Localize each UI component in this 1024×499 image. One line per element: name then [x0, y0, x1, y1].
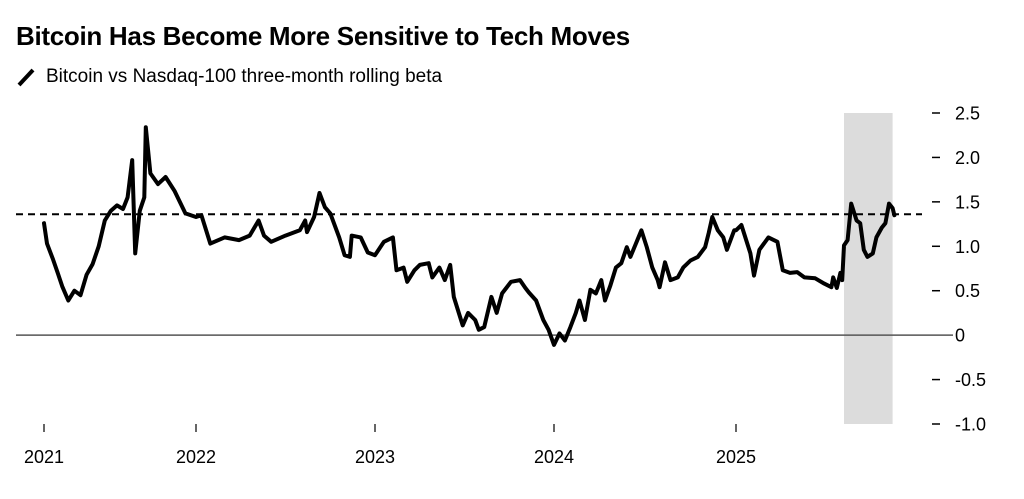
shaded-region: [844, 113, 893, 424]
y-tick-label: 1.5: [955, 192, 980, 212]
series-line-beta: [42, 125, 897, 347]
x-tick-label: 2024: [534, 447, 574, 467]
legend-label: Bitcoin vs Nasdaq-100 three-month rollin…: [46, 66, 443, 87]
x-tick-label: 2022: [176, 447, 216, 467]
y-tick-label: -1.0: [955, 415, 986, 435]
y-tick-label: 2.5: [955, 104, 980, 124]
legend: Bitcoin vs Nasdaq-100 three-month rollin…: [16, 66, 442, 88]
y-tick-label: 0.5: [955, 281, 980, 301]
y-tick-label: 2.0: [955, 148, 980, 168]
x-tick-label: 2021: [24, 447, 64, 467]
x-tick-label: 2025: [716, 447, 756, 467]
y-tick-label: 1.0: [955, 237, 980, 257]
y-tick-label: -0.5: [955, 370, 986, 390]
line-series-icon: [17, 68, 35, 87]
chart-title: Bitcoin Has Become More Sensitive to Tec…: [16, 21, 630, 51]
x-tick-label: 2023: [355, 447, 395, 467]
y-tick-label: 0: [955, 326, 965, 346]
